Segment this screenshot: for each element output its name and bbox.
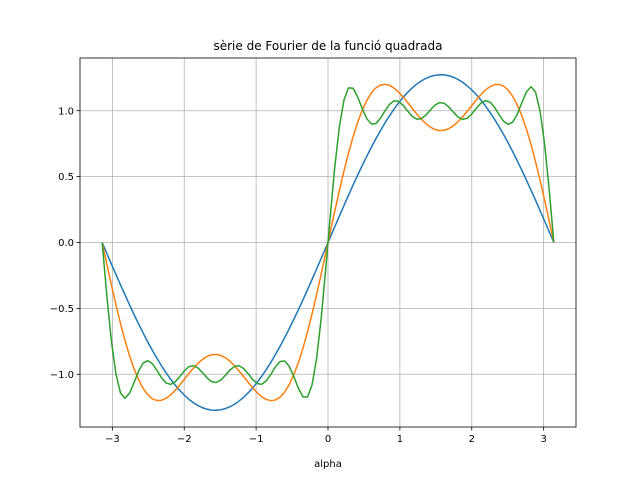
y-tick-label: −0.5 — [50, 304, 74, 315]
x-tick-label: 3 — [540, 434, 546, 445]
ticks: −3 −2 −1 0 1 2 3 −1.0 −0.5 0.0 0.5 1.0 — [50, 106, 547, 445]
x-tick-label: 0 — [325, 434, 331, 445]
x-tick-label: 2 — [469, 434, 475, 445]
x-axis-label: alpha — [314, 459, 342, 470]
y-tick-label: −1.0 — [50, 370, 74, 381]
x-tick-label: −1 — [249, 434, 264, 445]
y-tick-label: 1.0 — [58, 106, 74, 117]
y-tick-label: 0.5 — [58, 172, 74, 183]
x-tick-label: −2 — [177, 434, 192, 445]
y-tick-label: 0.0 — [58, 238, 74, 249]
series-lines — [101, 73, 555, 412]
x-tick-label: 1 — [397, 434, 403, 445]
chart-title: sèrie de Fourier de la funció quadrada — [213, 39, 442, 53]
x-tick-label: −3 — [105, 434, 120, 445]
series-line-3 — [101, 85, 555, 400]
